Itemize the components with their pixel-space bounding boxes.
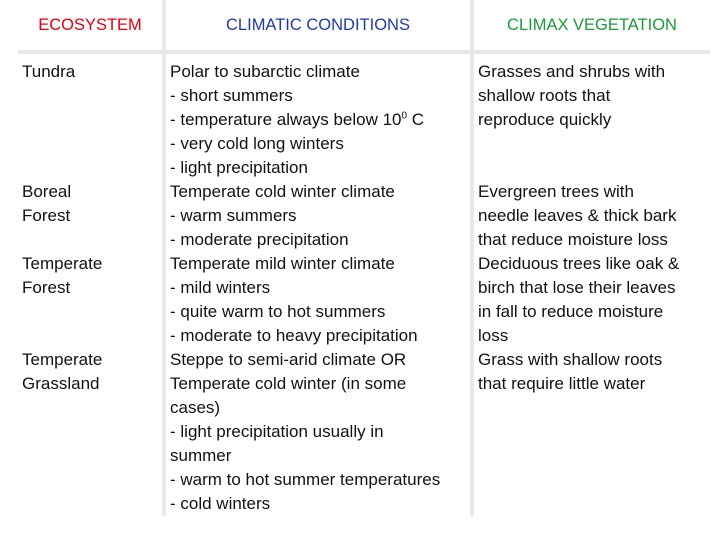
- ecosystem-cell: Tundra Boreal Forest Temperate Forest Te…: [18, 54, 162, 516]
- ecosystem-name: Boreal: [22, 182, 72, 201]
- vegetation-line: in fall to reduce moisture: [478, 302, 664, 321]
- condition-line: - cold winters: [170, 494, 271, 513]
- ecosystem-table: ECOSYSTEM Tundra Boreal Forest Temperate…: [18, 0, 710, 516]
- climax-cell: Grasses and shrubs with shallow roots th…: [474, 54, 710, 516]
- ecosystem-header-label: ECOSYSTEM: [38, 15, 142, 34]
- climatic-header: CLIMATIC CONDITIONS: [166, 0, 470, 50]
- ecosystem-name: Grassland: [22, 374, 100, 393]
- ecosystem-name: Temperate: [22, 350, 103, 369]
- condition-line: Temperate mild winter climate: [170, 254, 395, 273]
- vegetation-line: needle leaves & thick bark: [478, 206, 677, 225]
- condition-line: cases): [170, 398, 221, 417]
- condition-line: - quite warm to hot summers: [170, 302, 386, 321]
- vegetation-line: Deciduous trees like oak &: [478, 254, 680, 273]
- vegetation-line: reproduce quickly: [478, 110, 612, 129]
- ecosystem-name: Temperate: [22, 254, 103, 273]
- climax-column: CLIMAX VEGETATION Grasses and shrubs wit…: [474, 0, 710, 516]
- climatic-column: CLIMATIC CONDITIONS Polar to subarctic c…: [166, 0, 470, 516]
- condition-line: summer: [170, 446, 232, 465]
- condition-line: - temperature always below 100 C: [170, 110, 425, 129]
- vegetation-line: that reduce moisture loss: [478, 230, 668, 249]
- climax-header-label: CLIMAX VEGETATION: [507, 15, 677, 34]
- condition-line: - warm to hot summer temperatures: [170, 470, 441, 489]
- condition-line: Polar to subarctic climate: [170, 62, 360, 81]
- vegetation-line: that require little water: [478, 374, 646, 393]
- condition-line: - light precipitation: [170, 158, 308, 177]
- ecosystem-column: ECOSYSTEM Tundra Boreal Forest Temperate…: [18, 0, 162, 516]
- climatic-cell: Polar to subarctic climate - short summe…: [166, 54, 470, 516]
- climatic-header-label: CLIMATIC CONDITIONS: [226, 15, 410, 34]
- ecosystem-name: Forest: [22, 206, 71, 225]
- condition-line: - mild winters: [170, 278, 271, 297]
- condition-line: - short summers: [170, 86, 293, 105]
- superscript-zero: 0: [401, 110, 408, 122]
- condition-line: - warm summers: [170, 206, 297, 225]
- vegetation-line: Grass with shallow roots: [478, 350, 663, 369]
- climax-header: CLIMAX VEGETATION: [474, 0, 710, 50]
- condition-line: Temperate cold winter (in some: [170, 374, 407, 393]
- vegetation-line: loss: [478, 326, 509, 345]
- vegetation-line: Grasses and shrubs with: [478, 62, 666, 81]
- vegetation-line: birch that lose their leaves: [478, 278, 676, 297]
- condition-line: - very cold long winters: [170, 134, 344, 153]
- vegetation-line: Evergreen trees with: [478, 182, 634, 201]
- condition-line: - light precipitation usually in: [170, 422, 384, 441]
- ecosystem-header: ECOSYSTEM: [18, 0, 162, 50]
- vegetation-line: shallow roots that: [478, 86, 611, 105]
- condition-line: - moderate precipitation: [170, 230, 349, 249]
- condition-line: Temperate cold winter climate: [170, 182, 395, 201]
- condition-line: Steppe to semi-arid climate OR: [170, 350, 407, 369]
- ecosystem-name: Forest: [22, 278, 71, 297]
- ecosystem-name: Tundra: [22, 62, 76, 81]
- condition-line: - moderate to heavy precipitation: [170, 326, 418, 345]
